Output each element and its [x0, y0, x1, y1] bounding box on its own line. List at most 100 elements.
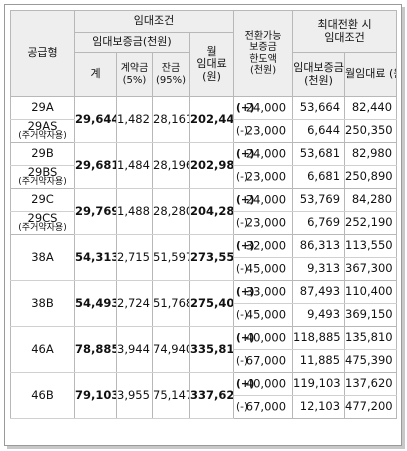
- max-monthly: 477,200: [344, 395, 398, 419]
- convertible-limit: (+) 24,000: [233, 142, 294, 166]
- contract-amount: 1,482: [116, 96, 153, 143]
- convertible-limit: (-) 23,000: [233, 119, 294, 143]
- rental-conditions-table: 공급형 임대조건 전환가능 보증금 한도액 (천원) 최대전환 시 임대조건 임…: [10, 10, 398, 419]
- convertible-amount: 40,000: [245, 330, 287, 345]
- convertible-amount: 45,000: [245, 261, 287, 276]
- max-deposit: 6,644: [292, 119, 346, 143]
- convertible-amount: 40,000: [245, 376, 287, 391]
- type-cell: 46B: [10, 372, 75, 419]
- plus-sign: (+): [236, 148, 255, 161]
- table-row: 29A29,6441,48228,161202,440(+)24,00053,6…: [10, 96, 398, 143]
- minus-sign: (-): [236, 355, 249, 368]
- alt-type-cell: 29AS (주거약자용): [10, 119, 75, 143]
- max-deposit: 87,493: [292, 280, 346, 304]
- header-type: 공급형: [10, 10, 75, 97]
- type-cell: 29B: [10, 142, 75, 166]
- table-row: (-) 67,000 12,103 477,200: [11, 395, 398, 419]
- balance-amount: 28,196: [152, 142, 190, 189]
- max-monthly: 113,550: [344, 234, 398, 258]
- convertible-amount: 67,000: [245, 399, 287, 414]
- deposit-total: 29,769: [74, 188, 117, 235]
- plus-sign: (+): [236, 194, 255, 207]
- balance-amount: 28,280: [152, 188, 190, 235]
- contract-amount: 2,724: [116, 280, 153, 327]
- convertible-limit: (+) 40,000: [233, 326, 294, 350]
- table-row: (-) 45,000 9,313 367,300: [11, 257, 398, 281]
- convertible-limit: (-) 45,000: [233, 257, 294, 281]
- max-deposit: 9,313: [292, 257, 346, 281]
- max-monthly: 82,440: [344, 96, 398, 120]
- convertible-limit: (-) 67,000: [233, 349, 294, 373]
- header-max-deposit: 임대보증금 (천원): [292, 52, 346, 97]
- max-monthly: 250,350: [344, 119, 398, 143]
- max-deposit: 53,769: [292, 188, 346, 212]
- monthly-rent: 337,620: [188, 372, 235, 419]
- contract-amount: 1,484: [116, 142, 153, 189]
- minus-sign: (-): [236, 171, 249, 184]
- max-deposit: 9,493: [292, 303, 346, 327]
- max-deposit: 118,885: [292, 326, 346, 350]
- convertible-amount: 24,000: [245, 146, 287, 161]
- table-row: 46B79,1033,95575,147337,620(+)40,000119,…: [10, 372, 398, 419]
- convertible-amount: 24,000: [245, 192, 287, 207]
- convertible-amount: 33,000: [245, 284, 287, 299]
- convertible-amount: 23,000: [245, 169, 287, 184]
- contract-amount: 3,944: [116, 326, 153, 373]
- plus-sign: (+): [236, 102, 255, 115]
- max-monthly: 135,810: [344, 326, 398, 350]
- convertible-limit: (+) 24,000: [233, 188, 294, 212]
- monthly-rent: 273,550: [188, 234, 235, 281]
- balance-amount: 51,597: [152, 234, 190, 281]
- max-monthly: 367,300: [344, 257, 398, 281]
- table-row: 29C29,7691,48828,280204,280(+)24,00053,7…: [10, 188, 398, 235]
- balance-amount: 75,147: [152, 372, 190, 419]
- convertible-limit: (-) 45,000: [233, 303, 294, 327]
- max-deposit: 6,681: [292, 165, 346, 189]
- max-monthly: 475,390: [344, 349, 398, 373]
- convertible-amount: 67,000: [245, 353, 287, 368]
- convertible-limit: (+) 33,000: [233, 280, 294, 304]
- max-monthly: 369,150: [344, 303, 398, 327]
- convertible-amount: 32,000: [245, 238, 287, 253]
- header-total: 계: [74, 52, 117, 97]
- deposit-total: 29,644: [74, 96, 117, 143]
- type-cell: 38A: [10, 234, 75, 281]
- header-rental-conditions: 임대조건: [73, 10, 235, 33]
- alt-type-cell: 29BS (주거약자용): [10, 165, 75, 189]
- table-body: 29A29,6441,48228,161202,440(+)24,00053,6…: [10, 96, 398, 419]
- table-row: 29B29,6811,48428,196202,980(+)24,00053,6…: [10, 142, 398, 189]
- monthly-rent: 202,980: [188, 142, 235, 189]
- deposit-total: 54,493: [74, 280, 117, 327]
- table-row: 38A54,3132,71551,597273,550(+)32,00086,3…: [10, 234, 398, 281]
- max-monthly: 110,400: [344, 280, 398, 304]
- balance-amount: 28,161: [152, 96, 190, 143]
- table-row: 38B54,4932,72451,768275,400(+)33,00087,4…: [10, 280, 398, 327]
- type-cell: 29C: [10, 188, 75, 212]
- deposit-total: 54,313: [74, 234, 117, 281]
- table-row: (-) 67,000 11,885 475,390: [11, 349, 398, 373]
- max-deposit: 119,103: [292, 372, 346, 396]
- convertible-limit: (-) 67,000: [233, 395, 294, 419]
- max-monthly: 137,620: [344, 372, 398, 396]
- contract-amount: 1,488: [116, 188, 153, 235]
- monthly-rent: 275,400: [188, 280, 235, 327]
- alt-type-label: 29AS: [27, 119, 58, 134]
- alt-type-label: 29BS: [27, 165, 58, 180]
- type-cell: 46A: [10, 326, 75, 373]
- minus-sign: (-): [236, 217, 249, 230]
- header-convertible: 전환가능 보증금 한도액 (천원): [233, 10, 294, 97]
- plus-sign: (+): [236, 286, 255, 299]
- plus-sign: (+): [236, 332, 255, 345]
- contract-amount: 2,715: [116, 234, 153, 281]
- convertible-limit: (+) 24,000: [233, 96, 294, 120]
- convertible-limit: (-) 23,000: [233, 165, 294, 189]
- max-monthly: 252,190: [344, 211, 398, 235]
- minus-sign: (-): [236, 125, 249, 138]
- table-frame: 공급형 임대조건 전환가능 보증금 한도액 (천원) 최대전환 시 임대조건 임…: [4, 4, 402, 446]
- table-row: (-) 45,000 9,493 369,150: [11, 303, 398, 327]
- convertible-limit: (+) 40,000: [233, 372, 294, 396]
- header-max-conversion: 최대전환 시 임대조건: [292, 10, 398, 53]
- plus-sign: (+): [236, 378, 255, 391]
- minus-sign: (-): [236, 401, 249, 414]
- max-deposit: 86,313: [292, 234, 346, 258]
